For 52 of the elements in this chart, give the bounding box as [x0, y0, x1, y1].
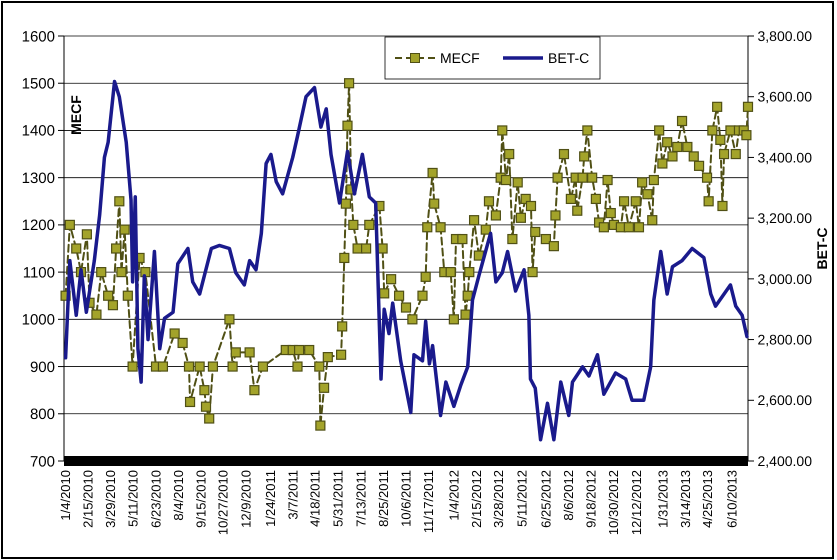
x-tick-label: 12/12/2012	[628, 470, 644, 536]
x-tick-label: 3/28/2012	[491, 470, 506, 528]
x-tick-label: 6/10/2013	[724, 470, 740, 528]
y2-tick-label: 3,000.00	[758, 270, 812, 287]
y2-tick-label: 2,600.00	[758, 392, 812, 408]
x-tick-label: 5/31/2011	[330, 470, 346, 527]
y-tick-label: 1200	[22, 217, 55, 234]
x-tick-label: 3/14/2013	[678, 470, 693, 528]
y-tick-label: 800	[30, 406, 55, 424]
x-tick-label: 1/31/2013	[655, 470, 670, 528]
y-tick-label: 1000	[22, 312, 55, 329]
x-tick-label: 2/15/2010	[80, 470, 96, 528]
x-tick-label: 6/25/2012	[538, 470, 554, 528]
y-tick-label: 700	[30, 453, 55, 470]
y2-tick-label: 3,600.00	[758, 88, 812, 105]
y-tick-label: 1600	[22, 28, 55, 46]
x-tick-label: 12/9/2010	[238, 470, 254, 528]
x-tick-label: 6/23/2010	[148, 470, 164, 528]
y-axis-title: MECF	[68, 94, 84, 135]
x-tick-label: 5/11/2012	[514, 470, 530, 527]
x-tick-label: 9/15/2010	[193, 470, 208, 528]
legend-label: BET-C	[548, 50, 590, 66]
x-tick-label: 7/13/2011	[353, 470, 368, 527]
x-tick-label: 10/6/2011	[398, 470, 414, 527]
x-tick-label: 1/4/2010	[58, 470, 74, 521]
x-tick-label: 9/18/2012	[584, 470, 599, 528]
x-tick-label: 10/27/2010	[216, 470, 231, 536]
y2-axis-title: BET-C	[814, 228, 830, 270]
y-tick-label: 900	[30, 358, 55, 376]
y-tick-label: 1100	[22, 264, 55, 282]
x-tick-label: 2/15/2012	[468, 470, 484, 528]
y2-tick-label: 2,400.00	[758, 452, 812, 469]
x-tick-label: 4/18/2011	[308, 470, 323, 527]
x-tick-label: 8/4/2010	[170, 470, 186, 521]
x-tick-label: 1/4/2012	[446, 470, 462, 521]
legend-label: MECF	[440, 50, 480, 66]
x-tick-label: 5/11/2010	[126, 470, 141, 527]
x-tick-label: 3/7/2011	[285, 470, 300, 520]
x-tick-label: 4/25/2013	[700, 470, 716, 528]
x-tick-label: 1/24/2011	[262, 470, 278, 527]
x-tick-label: 11/17/2011	[420, 470, 436, 534]
y-tick-label: 1500	[22, 75, 55, 92]
y2-tick-label: 2,800.00	[758, 331, 812, 348]
y2-tick-label: 3,400.00	[758, 149, 812, 166]
x-tick-label: 8/25/2011	[376, 470, 392, 527]
y2-tick-label: 3,200.00	[758, 210, 812, 226]
y-tick-label: 1400	[22, 122, 55, 140]
x-tick-label: 10/30/2012	[606, 470, 621, 536]
y-tick-label: 1300	[22, 170, 55, 187]
y2-tick-label: 3,800.00	[758, 28, 812, 44]
x-tick-label: 3/29/2010	[102, 470, 118, 528]
x-tick-label: 8/6/2012	[560, 470, 576, 521]
